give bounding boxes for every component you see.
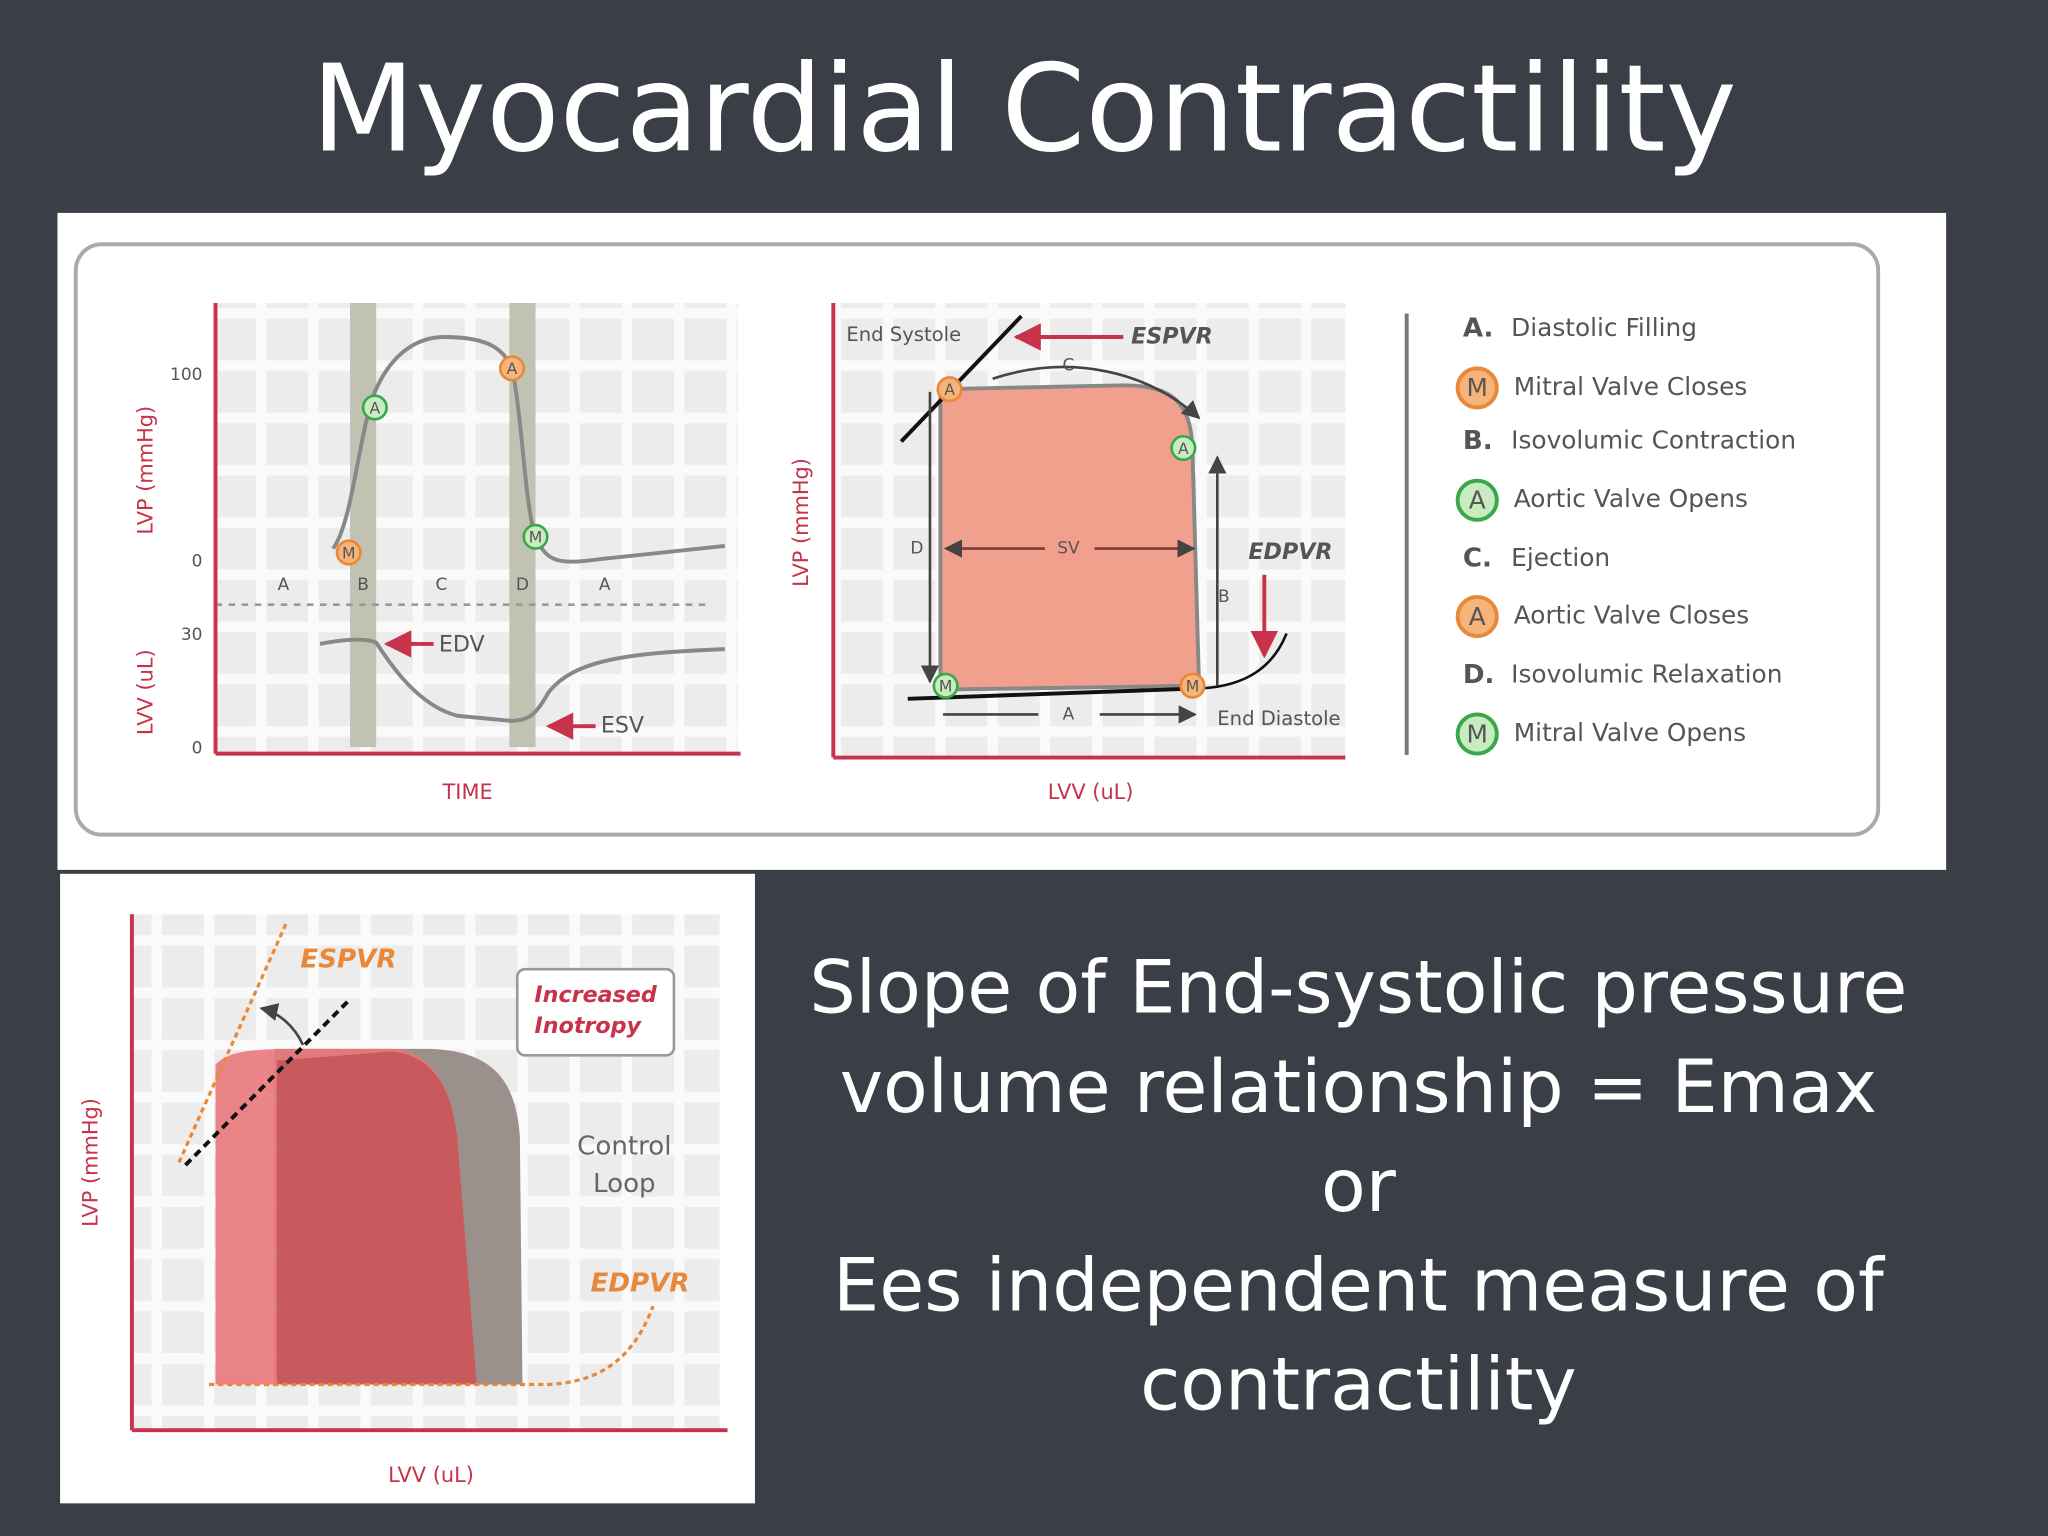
pv-loop [938, 383, 1202, 692]
grid [215, 303, 738, 754]
annotation: End Systole [846, 323, 961, 346]
phase-label: C [436, 575, 448, 595]
legend-marker-label: M [1467, 373, 1488, 402]
label-box [515, 967, 676, 1057]
marker [932, 672, 959, 699]
axis-label: TIME [442, 780, 493, 804]
legend-label: Isovolumic Relaxation [1511, 659, 1782, 688]
annotation: SV [1057, 539, 1080, 559]
annotation: Control [577, 1131, 671, 1161]
marker-label: A [507, 359, 518, 378]
legend-marker-label: A [1469, 602, 1486, 631]
legend-label: Isovolumic Contraction [1511, 425, 1796, 454]
phase-label: A [1063, 704, 1075, 724]
annotation: ESPVR [1131, 323, 1213, 349]
volume-curve [319, 637, 725, 723]
annotation: EDPVR [1248, 539, 1332, 565]
marker-label: A [944, 380, 955, 399]
legend-marker [1455, 478, 1499, 522]
marker [522, 523, 549, 550]
phase-label: D [910, 539, 923, 559]
phase-label: A [278, 575, 290, 595]
espvr-line [899, 314, 1023, 443]
phase-label: C [1062, 356, 1074, 376]
legend-key: A. [1463, 314, 1494, 344]
espvr-line [177, 920, 289, 1164]
body-text: Slope of End-systolic pressure volume rel… [809, 946, 1907, 1428]
annotation: ESPVR [300, 945, 396, 975]
legend-marker [1455, 712, 1499, 756]
legend-label: Mitral Valve Closes [1514, 372, 1748, 401]
annotation: Increased [534, 982, 657, 1008]
marker [1179, 672, 1206, 699]
body-line: or [1321, 1144, 1397, 1229]
middle-chart: LVP (mmHg) LVV (uL) End Systole ESPVR C … [789, 303, 1346, 804]
legend-label: Mitral Valve Opens [1514, 718, 1746, 747]
body-line: contractility [1140, 1343, 1577, 1428]
legend-label: Diastolic Filling [1511, 313, 1697, 342]
phase-bar [350, 303, 377, 748]
legend-marker-label: A [1469, 486, 1486, 515]
edpvr-line [907, 686, 1202, 701]
axis-label: LVP (mmHg) [789, 458, 813, 587]
body-line: Slope of End-systolic pressure [809, 946, 1907, 1031]
overlap [276, 1051, 477, 1385]
axis-label: LVP (mmHg) [78, 1098, 102, 1227]
arrow [992, 365, 1201, 420]
legend-key: B. [1463, 426, 1493, 456]
annotation: EDV [439, 632, 485, 658]
axis-label: LVV (uL) [133, 649, 157, 735]
marker-label: M [529, 528, 543, 547]
marker [361, 394, 388, 421]
legend-label: Ejection [1511, 543, 1610, 572]
phase-label: A [599, 575, 611, 595]
legend-label: Aortic Valve Closes [1514, 600, 1749, 629]
annotation: Inotropy [535, 1013, 643, 1039]
marker-label: M [342, 543, 356, 562]
title: Myocardial Contractility [311, 39, 1736, 179]
marker [335, 539, 362, 566]
marker [1170, 434, 1197, 462]
axis-label: LVP (mmHg) [133, 406, 157, 535]
annotation: End Diastole [1217, 707, 1340, 730]
tick-label: 100 [170, 365, 202, 385]
marker-label: M [939, 677, 953, 696]
tick-label: 0 [192, 738, 203, 758]
marker [498, 355, 526, 382]
legend-label: Aortic Valve Opens [1514, 484, 1748, 513]
legend-marker [1455, 366, 1499, 410]
marker-label: A [1178, 439, 1189, 458]
annotation: ESV [601, 713, 644, 739]
frame [73, 242, 1881, 837]
tick-label: 0 [192, 552, 203, 572]
axis-label: LVV (uL) [388, 1463, 474, 1487]
legend-marker [1455, 594, 1499, 639]
phase-label: B [1218, 587, 1230, 607]
body-line: Ees independent measure of [833, 1243, 1886, 1328]
legend: A. Diastolic Filling M Mitral Valve Closes B… [1455, 313, 1796, 756]
arrow [259, 1003, 305, 1046]
legend-key: D. [1463, 660, 1495, 690]
axis-label: LVV (uL) [1048, 780, 1134, 804]
edpvr-curve [208, 1305, 655, 1387]
phase-label: B [357, 575, 369, 595]
body-line: volume relationship = Emax [840, 1045, 1877, 1130]
annotation: Loop [593, 1169, 656, 1199]
phase-label: D [516, 575, 529, 595]
marker-label: A [369, 398, 380, 417]
tick-label: 30 [181, 625, 203, 645]
legend-marker-label: M [1467, 719, 1488, 748]
legend-key: C. [1463, 544, 1492, 574]
marker [936, 376, 963, 403]
left-chart: 100 0 30 0 LVP (mmHg) LVV (uL) TIME A B … [133, 303, 741, 804]
edpvr-curve [1201, 632, 1288, 690]
marker-label: M [1186, 677, 1200, 696]
annotation: EDPVR [591, 1268, 690, 1298]
